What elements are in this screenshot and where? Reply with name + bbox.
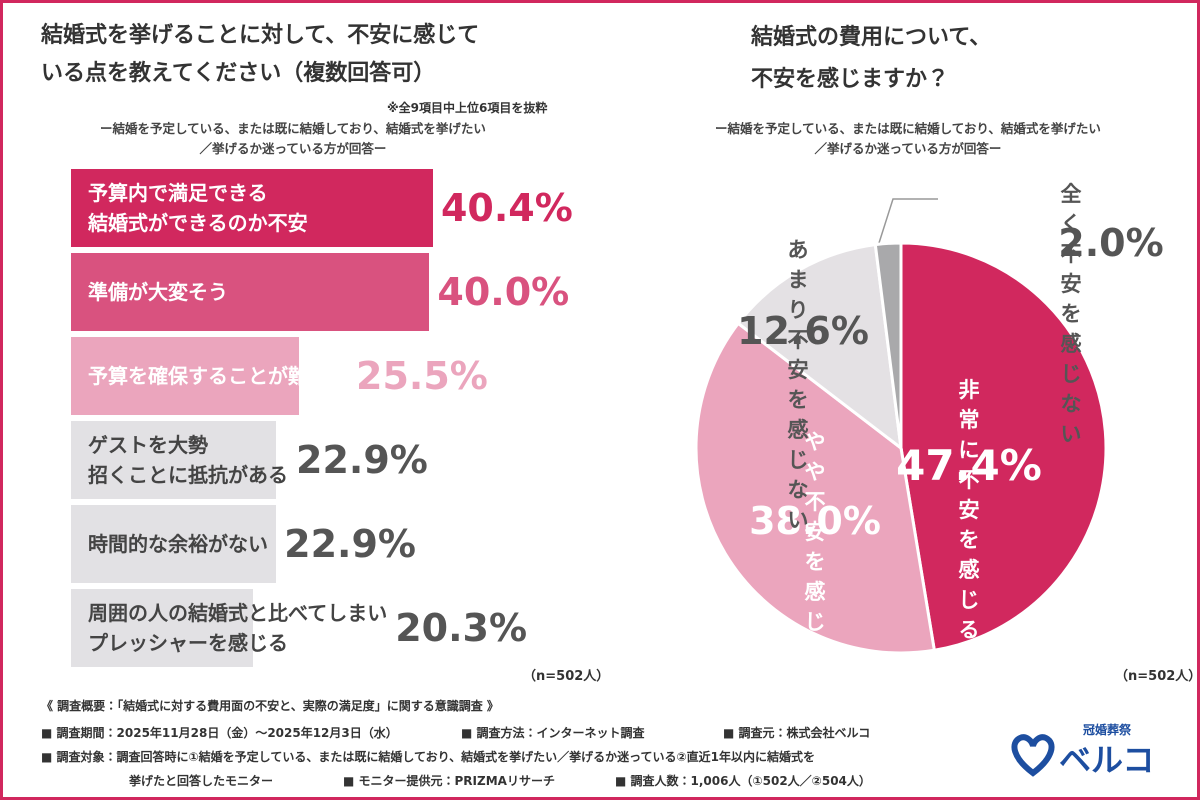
value-label: 22.9% [284, 522, 417, 566]
bar-chart: 予算内で満足できる 結婚式ができるのか不安 40.4% 準備が大変そう 40.0% 予算… [71, 169, 631, 669]
footer-item: ■ 調査対象：調査回答時に①結婚を予定している、または既に結婚しており、結婚式を… [41, 750, 816, 764]
bar-content: 周囲の人の結婚式と比べてしまい プレッシャーを感じる 20.3% [71, 589, 527, 667]
bar-row: 予算を確保することが難しい 25.5% [71, 337, 488, 415]
bar-content: 予算内で満足できる 結婚式ができるのか不安 40.4% [71, 169, 573, 247]
logo-icon [1011, 734, 1055, 777]
category-label: ゲストを大勢 招くことに抵抗がある [88, 433, 288, 487]
category-label: 予算を確保することが難しい [88, 364, 348, 388]
bar [71, 169, 433, 247]
footer-item: 挙げたと回答したモニター [129, 774, 274, 788]
bar-content: 準備が大変そう 40.0% [71, 253, 569, 331]
bar-row: 準備が大変そう 40.0% [71, 253, 569, 331]
footer-item: ■ モニター提供元：PRIZMAリサーチ [343, 774, 555, 788]
footer-heading: 《 調査概要：「結婚式に対する費用面の不安と、実際の満足度」に関する意識調査 》 [41, 699, 499, 713]
sample-size: （n=502人） [1115, 669, 1200, 684]
bar-row: 予算内で満足できる 結婚式ができるのか不安 40.4% [71, 169, 573, 247]
bar [71, 421, 277, 499]
bar [71, 589, 253, 667]
category-label: 予算内で満足できる 結婚式ができるのか不安 [88, 181, 308, 235]
bar-content: ゲストを大勢 招くことに抵抗がある 22.9% [71, 421, 428, 499]
slice-label: やや 不安を感じる [804, 430, 826, 664]
footer-item: ■ 調査方法：インターネット調査 [461, 726, 645, 740]
bar-content: 時間的な余裕がない 22.9% [71, 505, 416, 583]
slice-label: 全く不安を感じない [1060, 182, 1082, 446]
category-label: 準備が大変そう [88, 280, 228, 304]
bar [71, 253, 430, 331]
pie-slice [899, 241, 1108, 652]
value-label: 22.9% [296, 438, 428, 482]
slice-value: 2.0% [1058, 221, 1164, 265]
value-label: 40.4% [440, 186, 573, 230]
slice-value: 47.4% [896, 441, 1042, 490]
bar-row: 時間的な余裕がない 22.9% [71, 505, 416, 583]
bar-content: 予算を確保することが難しい 25.5% [71, 337, 488, 415]
bar [71, 337, 300, 415]
logo-name: ベルコ [1059, 741, 1155, 779]
bar-title: 結婚式を挙げることに対して、不安に感じて いる点を教えてください（複数回答可） [41, 23, 480, 86]
footer-item: ■ 調査元：株式会社ベルコ [723, 726, 871, 740]
slice-label: 非常に 不安を感じる [958, 378, 980, 642]
pie-subtitle: ー結婚を予定している、または既に結婚しており、結婚式を挙げたい ／挙げるか迷って… [715, 121, 1101, 156]
value-label: 25.5% [356, 354, 488, 398]
footer-item: ■ 調査期間：2025年11月28日（金）〜2025年12月3日（水） [41, 726, 398, 740]
bar-row: ゲストを大勢 招くことに抵抗がある 22.9% [71, 421, 428, 499]
bar [71, 505, 277, 583]
slice-value: 38.0% [749, 499, 881, 543]
footer-item: ■ 調査人数：1,006人（①502人／②504人） [615, 774, 871, 788]
pie-chart [694, 198, 1108, 655]
pie-title: 結婚式の費用について、 不安を感じますか？ [751, 25, 992, 92]
value-label: 20.3% [395, 606, 528, 650]
slice-label: あまり 不安を感じない [787, 238, 809, 532]
value-label: 40.0% [437, 270, 570, 314]
note: ※全9項目中上位6項目を抜粋 [387, 101, 548, 115]
pie-slice [694, 321, 937, 655]
pie-slice [736, 242, 903, 452]
category-label: 時間的な余裕がない [88, 532, 268, 556]
bar-subtitle: ー結婚を予定している、または既に結婚しており、結婚式を挙げたい ／挙げるか迷って… [100, 121, 486, 156]
bar-row: 周囲の人の結婚式と比べてしまい プレッシャーを感じる 20.3% [71, 589, 527, 667]
category-label: 周囲の人の結婚式と比べてしまい プレッシャーを感じる [88, 601, 388, 655]
leader-line [878, 198, 938, 244]
pie-slice [873, 241, 903, 449]
sample-size: （n=502人） [523, 669, 610, 684]
slice-value: 12.6% [737, 309, 869, 353]
logo-tagline: 冠婚葬祭 [1083, 723, 1132, 737]
